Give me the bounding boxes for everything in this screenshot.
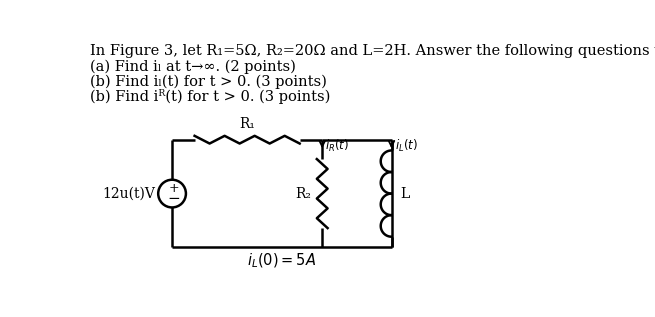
Text: L: L <box>400 187 409 201</box>
Text: (b) Find iₗ(t) for t > 0. (3 points): (b) Find iₗ(t) for t > 0. (3 points) <box>90 74 327 89</box>
Text: +: + <box>168 182 179 195</box>
Text: $i_L(t)$: $i_L(t)$ <box>394 138 418 154</box>
Text: (a) Find iₗ at t→∞. (2 points): (a) Find iₗ at t→∞. (2 points) <box>90 60 295 74</box>
Text: (b) Find iᴿ(t) for t > 0. (3 points): (b) Find iᴿ(t) for t > 0. (3 points) <box>90 89 330 104</box>
Text: R₂: R₂ <box>295 187 311 201</box>
Text: 12u(t)V: 12u(t)V <box>102 187 155 201</box>
Text: −: − <box>167 192 180 206</box>
Text: In Figure 3, let R₁=5Ω, R₂=20Ω and L=2H. Answer the following questions with pro: In Figure 3, let R₁=5Ω, R₂=20Ω and L=2H.… <box>90 44 655 58</box>
Text: $i_L(0)=5A$: $i_L(0)=5A$ <box>247 252 316 270</box>
Text: $i_R(t)$: $i_R(t)$ <box>326 138 349 154</box>
Text: R₁: R₁ <box>239 117 255 131</box>
